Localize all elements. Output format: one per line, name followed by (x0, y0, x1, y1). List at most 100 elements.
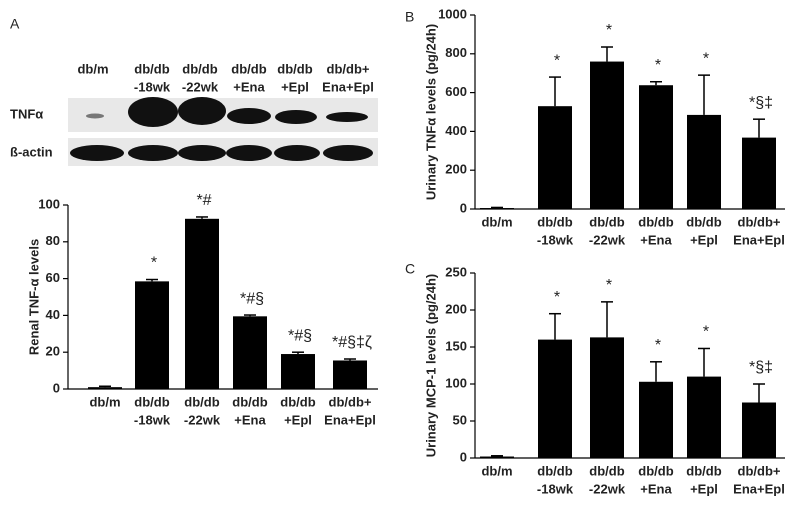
x-tick-label: +Ena (640, 481, 672, 496)
x-tick-label: db/db (686, 463, 721, 478)
x-tick-label: db/db (638, 463, 673, 478)
band (274, 145, 320, 161)
x-tick-label: db/db+ (738, 214, 781, 229)
y-tick-label: 200 (445, 162, 467, 177)
x-tick-label: db/db (134, 394, 169, 409)
x-tick-label: db/db (686, 214, 721, 229)
x-tick-label: db/db (280, 394, 315, 409)
y-tick-label: 100 (38, 196, 60, 211)
x-tick-label: -18wk (537, 481, 574, 496)
bar (590, 61, 624, 210)
annotation: * (606, 277, 612, 294)
bar (333, 360, 367, 389)
annotation: * (655, 57, 661, 74)
y-tick-label: 600 (445, 84, 467, 99)
x-tick-label: +Ena (640, 232, 672, 247)
x-tick-label: +Epl (284, 412, 312, 427)
x-tick-label: db/db (232, 394, 267, 409)
x-tick-label: -18wk (134, 412, 171, 427)
band (226, 145, 272, 161)
lane-label: db/db (231, 61, 266, 76)
bar (639, 85, 673, 209)
y-tick-label: 1000 (438, 6, 467, 21)
bar (687, 376, 721, 458)
blot-bands (70, 97, 373, 161)
annotation: * (554, 289, 560, 306)
annotation: * (703, 50, 709, 67)
y-tick-label: 60 (46, 270, 60, 285)
annotation: *§‡ (749, 94, 773, 111)
x-tick-label: db/m (481, 463, 512, 478)
lane-label: db/db (277, 61, 312, 76)
y-tick-label: 20 (46, 344, 60, 359)
bar (742, 137, 776, 209)
band (86, 113, 104, 119)
lane-label: db/db+ (327, 61, 370, 76)
band (178, 145, 226, 161)
bar (480, 208, 514, 209)
lane-label: db/db (182, 61, 217, 76)
y-tick-label: 400 (445, 123, 467, 138)
x-tick-label: -22wk (589, 232, 626, 247)
band (326, 112, 368, 122)
x-tick-label: db/db (638, 214, 673, 229)
x-tick-label: db/m (481, 214, 512, 229)
bar (687, 114, 721, 209)
annotation: *#§ (240, 290, 264, 307)
band (70, 145, 124, 161)
x-tick-label: Ena+Epl (733, 481, 785, 496)
band (323, 145, 373, 161)
lane-label: Ena+Epl (322, 79, 374, 94)
lane-label: db/m (77, 61, 108, 76)
y-tick-label: 0 (53, 380, 60, 395)
y-tick-label: 80 (46, 233, 60, 248)
annotation: * (554, 52, 560, 69)
annotation: *§‡ (749, 359, 773, 376)
x-tick-label: Ena+Epl (733, 232, 785, 247)
annotation: * (151, 255, 157, 272)
bar (639, 381, 673, 458)
row-label: ß-actin (10, 144, 53, 159)
x-tick-label: db/m (89, 394, 120, 409)
bar (590, 337, 624, 458)
y-axis-label: Urinary TNFα levels (pg/24h) (423, 24, 438, 200)
annotation: *#§ (288, 327, 312, 344)
y-axis-label: Renal TNF-α levels (26, 239, 41, 355)
x-tick-label: db/db+ (738, 463, 781, 478)
bar (538, 339, 572, 458)
x-tick-label: db/db (537, 463, 572, 478)
band (178, 97, 226, 125)
band (227, 108, 271, 124)
y-tick-label: 0 (460, 449, 467, 464)
x-tick-label: -18wk (537, 232, 574, 247)
annotation: *#§‡ζ (332, 334, 372, 351)
lane-label: db/db (134, 61, 169, 76)
bar (480, 456, 514, 458)
bar (281, 354, 315, 389)
band (128, 145, 178, 161)
annotation: * (703, 324, 709, 341)
band (275, 110, 317, 124)
y-tick-label: 40 (46, 307, 60, 322)
y-tick-label: 800 (445, 45, 467, 60)
lane-label: +Epl (281, 79, 309, 94)
bar (185, 218, 219, 389)
x-tick-label: db/db (537, 214, 572, 229)
bar (233, 316, 267, 389)
panel-label: B (405, 9, 414, 25)
y-tick-label: 0 (460, 200, 467, 215)
x-tick-label: Ena+Epl (324, 412, 376, 427)
bar (538, 106, 572, 209)
y-tick-label: 200 (445, 301, 467, 316)
annotation: * (655, 337, 661, 354)
x-tick-label: db/db (589, 214, 624, 229)
band (128, 97, 178, 127)
x-tick-label: -22wk (184, 412, 221, 427)
row-label: TNFα (10, 106, 43, 121)
y-tick-label: 100 (445, 375, 467, 390)
x-tick-label: -22wk (589, 481, 626, 496)
annotation: * (606, 22, 612, 39)
x-tick-label: db/db+ (329, 394, 372, 409)
lane-label: +Ena (233, 79, 265, 94)
